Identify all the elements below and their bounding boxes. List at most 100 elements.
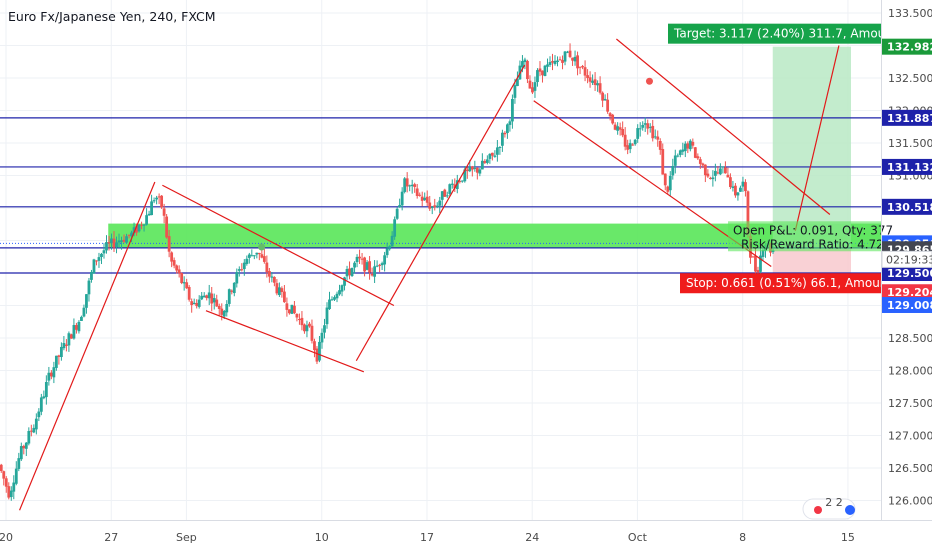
trend-line[interactable]: [355, 64, 526, 362]
candle-body: [546, 64, 549, 67]
candle-body: [32, 427, 36, 433]
trend-line[interactable]: [205, 310, 365, 373]
candle-body: [688, 140, 692, 150]
price-tick-label: 128.000: [888, 365, 932, 378]
candle-body: [210, 293, 214, 304]
candle-body: [318, 341, 321, 361]
level-price-tag: [882, 265, 932, 281]
candle-body: [215, 299, 219, 307]
stop-label-box[interactable]: [680, 273, 881, 294]
candle-body: [212, 298, 216, 303]
candle-body: [180, 273, 184, 284]
candle-body: [29, 430, 33, 432]
candle-body: [67, 333, 71, 346]
candle-body: [661, 149, 665, 175]
candle-body: [681, 149, 685, 152]
logo-blue-dot-icon: [845, 505, 855, 515]
logo-text: 2 2: [825, 496, 843, 509]
price-tick-label: 128.500: [888, 332, 932, 345]
candle-body: [14, 468, 18, 484]
candle-body: [102, 250, 106, 254]
candle-body: [561, 60, 564, 63]
candle-body: [353, 262, 356, 268]
candle-body: [370, 273, 374, 276]
price-tick-label: 133.500: [888, 7, 932, 20]
candle-body: [485, 159, 489, 163]
candle-body: [458, 181, 462, 183]
candle-body: [107, 242, 111, 244]
candle-body: [49, 372, 53, 377]
alert-markers: [258, 77, 653, 251]
candle-body: [293, 305, 296, 314]
time-axis[interactable]: 20 27 Sep 10 17 24 Oct 8 15: [0, 531, 855, 544]
price-tick-label: 131.500: [888, 137, 932, 150]
candle-body: [563, 51, 567, 62]
candle-body: [668, 175, 672, 191]
target-label-box[interactable]: [668, 23, 881, 44]
candle-body: [726, 174, 730, 178]
candle-body: [666, 186, 670, 192]
candle-body: [240, 269, 244, 271]
candle-body: [718, 168, 722, 175]
candle-body: [408, 185, 412, 187]
candle-body: [628, 143, 632, 150]
pnl-label: Open P&L: 0.091, Qty: 377: [733, 223, 893, 237]
candle-body: [157, 196, 161, 198]
candle-body: [470, 166, 474, 170]
candle-body: [734, 185, 737, 196]
candle-body: [182, 282, 186, 284]
candle-body: [190, 301, 194, 306]
candle-body: [759, 255, 762, 272]
candle-body: [365, 262, 369, 270]
candle-body: [275, 283, 279, 294]
candle-body: [440, 191, 444, 200]
candle-body: [345, 268, 349, 277]
pnl-box[interactable]: [728, 221, 881, 252]
candle-body: [588, 77, 592, 82]
candle-body: [170, 252, 174, 262]
candle-body: [450, 183, 454, 185]
candle-body: [385, 248, 389, 256]
candle-body: [433, 205, 437, 208]
candle-body: [536, 70, 539, 83]
trend-line[interactable]: [18, 181, 156, 511]
candle-body: [320, 332, 324, 343]
candle-body: [413, 184, 417, 187]
price-tick-label: 126.000: [888, 495, 932, 508]
trend-line[interactable]: [794, 45, 840, 231]
candle-body: [225, 304, 229, 313]
position-labels[interactable]: Target: 3.117 (2.40%) 311.7, Amount: 312…: [668, 23, 932, 294]
candle-body: [97, 257, 101, 261]
candle-body: [117, 240, 121, 243]
candle-body: [9, 490, 13, 498]
level-price-tag: [882, 158, 932, 175]
candle-body: [220, 308, 224, 315]
candle-body: [618, 127, 622, 130]
candle-body: [330, 299, 334, 301]
candle-body: [558, 59, 562, 61]
candle-body: [42, 396, 46, 399]
candle-body: [313, 341, 316, 351]
candle-body: [638, 128, 642, 130]
candle-body: [533, 82, 537, 91]
candle-body: [593, 79, 597, 86]
candle-body: [383, 255, 387, 265]
price-tag-text: 132.982: [887, 41, 932, 54]
candle-body: [325, 307, 329, 325]
candle-body: [761, 250, 765, 257]
trend-line[interactable]: [616, 38, 831, 215]
candle-body: [232, 282, 236, 294]
candle-body: [378, 264, 382, 266]
candle-body: [380, 263, 384, 266]
candle-body: [425, 196, 429, 203]
logo-red-dot-icon: [814, 506, 822, 514]
candle-body: [623, 134, 627, 147]
candle-body: [410, 184, 414, 187]
price-tag: [882, 38, 932, 55]
candle-body: [488, 153, 492, 159]
candle-body: [731, 186, 735, 188]
trend-line[interactable]: [162, 184, 395, 307]
time-tick-label: Sep: [176, 531, 197, 544]
candle-body: [230, 290, 234, 292]
